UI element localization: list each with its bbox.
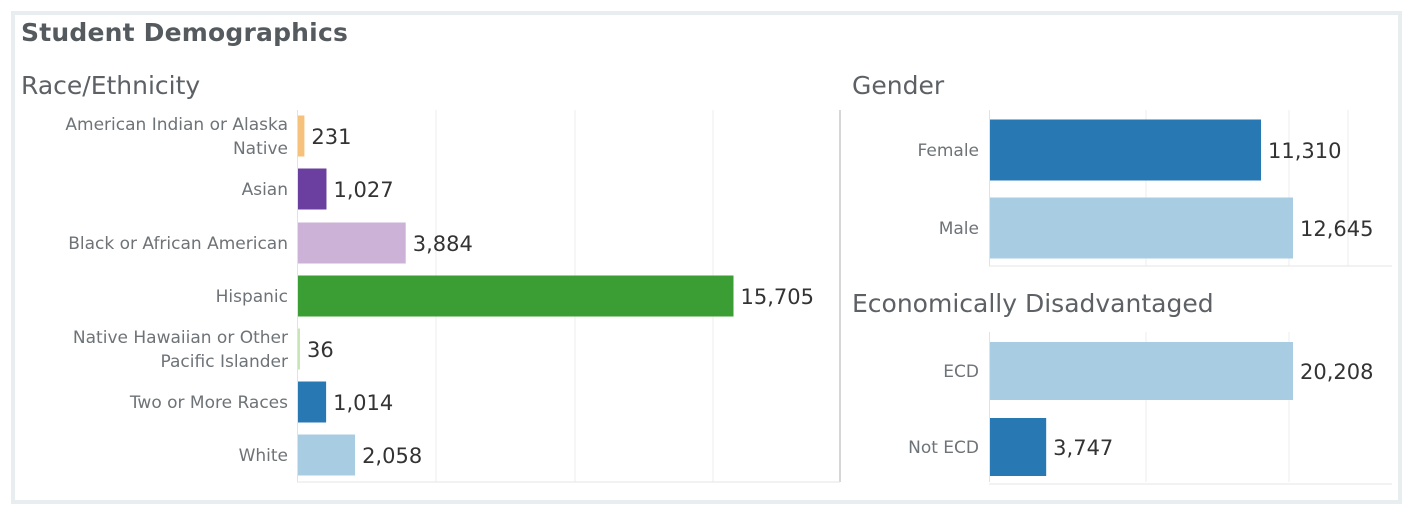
- gender-value-label: 11,310: [1268, 139, 1341, 163]
- dashboard-title: Student Demographics: [21, 18, 349, 47]
- gender-category-label: Male: [939, 219, 979, 239]
- race-value-label: 2,058: [362, 444, 422, 468]
- race-category-label: Pacific Islander: [161, 352, 288, 372]
- race-value-label: 36: [307, 338, 334, 362]
- gender-bar: [990, 119, 1262, 181]
- race-bar: [298, 328, 300, 370]
- race-bar: [298, 275, 734, 317]
- race-category-label: White: [239, 446, 288, 466]
- race-category-label: Asian: [242, 180, 288, 200]
- gender-bar: [990, 197, 1293, 259]
- race-bar: [298, 168, 327, 210]
- race-bar: [298, 381, 327, 423]
- race-category-label: American Indian or Alaska: [65, 115, 288, 135]
- race-category-label: Native Hawaiian or Other: [73, 328, 288, 348]
- race-value-label: 1,027: [333, 178, 393, 202]
- race-bar: [298, 434, 356, 476]
- gender-chart-title: Gender: [852, 71, 945, 100]
- race-value-label: 3,884: [413, 232, 473, 256]
- race-bar: [298, 222, 406, 264]
- ecd-category-label: ECD: [943, 362, 979, 382]
- race-category-label: Two or More Races: [129, 393, 288, 413]
- ecd-chart-title: Economically Disadvantaged: [852, 289, 1214, 318]
- race-category-label: Black or African American: [68, 234, 288, 254]
- gender-value-label: 12,645: [1300, 217, 1373, 241]
- ecd-value-label: 3,747: [1053, 436, 1113, 460]
- race-value-label: 1,014: [333, 391, 393, 415]
- ecd-bar: [990, 418, 1047, 476]
- ecd-value-label: 20,208: [1300, 360, 1373, 384]
- race-category-label: Hispanic: [216, 287, 288, 307]
- ecd-category-label: Not ECD: [908, 438, 979, 458]
- race-value-label: 15,705: [741, 285, 814, 309]
- race-category-label: Native: [233, 139, 288, 159]
- race-bar: [298, 115, 305, 157]
- race-value-label: 231: [311, 125, 351, 149]
- race-chart-title: Race/Ethnicity: [21, 71, 201, 100]
- gender-category-label: Female: [918, 141, 979, 161]
- ecd-bar: [990, 342, 1293, 400]
